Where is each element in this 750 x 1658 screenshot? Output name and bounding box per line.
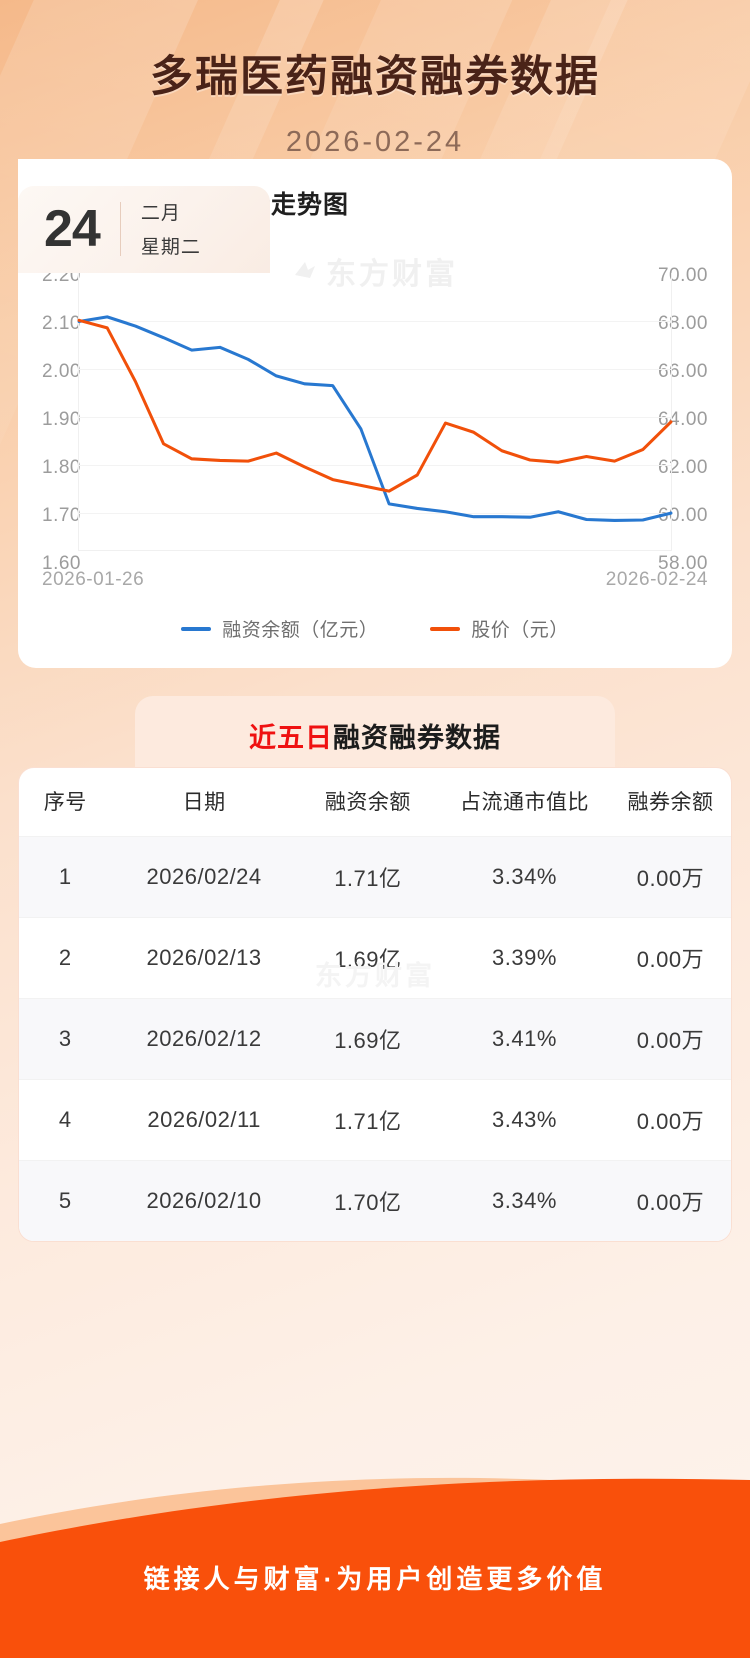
- cell-index: 1: [58, 864, 72, 889]
- cell-index: 3: [58, 1026, 72, 1051]
- cell-date: 2026/02/11: [147, 1107, 261, 1132]
- cell-market-cap-ratio: 3.41%: [492, 1026, 557, 1051]
- cell-date: 2026/02/12: [146, 1026, 262, 1051]
- column-header-financing-balance: 融资余额: [324, 791, 411, 814]
- date-month: 二月: [140, 203, 181, 224]
- cell-financing-balance: 1.71亿: [334, 1109, 402, 1134]
- x-axis-start-label: 2026-01-26: [42, 569, 145, 590]
- page-footer: 链接人与财富·为用户创造更多价值: [0, 1450, 750, 1658]
- y-axis-left-tick: 1.80: [42, 457, 81, 478]
- table-row: 3 2026/02/12 1.69亿 3.41% 0.00万: [19, 998, 731, 1080]
- cell-market-cap-ratio: 3.34%: [492, 1188, 557, 1213]
- cell-index: 4: [58, 1107, 72, 1132]
- column-header-market-cap-ratio: 占流通市值比: [459, 791, 589, 814]
- cell-financing-balance: 1.71亿: [334, 866, 402, 891]
- y-axis-left-tick: 2.00: [42, 361, 81, 382]
- y-axis-right-tick: 68.00: [657, 313, 708, 334]
- y-axis-right-tick: 58.00: [657, 553, 708, 574]
- cell-securities-balance: 0.00万: [636, 1109, 705, 1134]
- y-axis-left-tick: 2.10: [42, 313, 81, 334]
- date-weekday: 星期二: [140, 237, 201, 258]
- cell-market-cap-ratio: 3.34%: [492, 864, 557, 889]
- y-axis-left-tick: 1.90: [42, 409, 81, 430]
- series-line-price: [77, 318, 673, 493]
- table-row: 4 2026/02/11 1.71亿 3.43% 0.00万: [19, 1079, 731, 1161]
- table-row: 2 2026/02/13 1.69亿 3.39% 0.00万: [19, 917, 731, 999]
- x-axis-end-label: 2026-02-24: [605, 569, 708, 590]
- cell-date: 2026/02/10: [146, 1188, 262, 1213]
- legend-swatch-financing: [181, 626, 212, 631]
- table-card: 东方财富 序号 日期 融资余额 占流通市值比 融券余额 1 2026/02/24…: [18, 767, 732, 1242]
- y-axis-right-tick: 60.00: [657, 505, 708, 526]
- y-axis-right-tick: 62.00: [657, 457, 708, 478]
- cell-securities-balance: 0.00万: [636, 947, 705, 972]
- footer-slogan: 链接人与财富·为用户创造更多价值: [143, 1564, 607, 1594]
- legend-label-price: 股价（元）: [471, 620, 569, 641]
- page-date: 2026-02-24: [285, 126, 465, 158]
- y-axis-right-tick: 64.00: [657, 409, 708, 430]
- table-row: 1 2026/02/24 1.71亿 3.34% 0.00万: [19, 836, 731, 918]
- table-section: 近五日融资融券数据 东方财富 序号 日期 融资余额 占流通市值比 融券余额 1 …: [18, 696, 732, 1242]
- footer-wave: [0, 1477, 750, 1658]
- table-header-row: 序号 日期 融资余额 占流通市值比 融券余额: [19, 768, 731, 837]
- cell-financing-balance: 1.69亿: [334, 947, 402, 972]
- cell-financing-balance: 1.70亿: [334, 1190, 402, 1215]
- date-divider: [119, 201, 121, 256]
- cell-market-cap-ratio: 3.39%: [492, 945, 557, 970]
- chart-plot-area: 东方财富 2.20 2.10 2.00 1.90 1.80 1.70 1.60 …: [40, 243, 710, 613]
- column-header-index: 序号: [43, 791, 87, 814]
- page-title: 多瑞医药融资融券数据: [150, 53, 600, 101]
- table-title: 近五日融资融券数据: [135, 696, 615, 781]
- series-line-financing: [77, 315, 673, 523]
- y-axis-left-tick: 1.60: [42, 553, 81, 574]
- cell-securities-balance: 0.00万: [636, 1190, 705, 1215]
- table-title-highlight: 近五日: [249, 723, 333, 753]
- cell-date: 2026/02/24: [146, 864, 262, 889]
- chart-legend: 融资余额（亿元） 股价（元）: [18, 615, 732, 658]
- cell-securities-balance: 0.00万: [636, 866, 705, 891]
- cell-securities-balance: 0.00万: [636, 1028, 705, 1053]
- date-tab: 24 二月 星期二: [18, 186, 270, 273]
- date-day: 24: [44, 199, 101, 258]
- table-title-rest: 融资融券数据: [333, 723, 501, 753]
- chart-lines: [77, 315, 673, 523]
- y-axis-right-tick: 66.00: [657, 361, 708, 382]
- chart-watermark: 东方财富: [292, 249, 458, 293]
- column-header-securities-balance: 融券余额: [627, 791, 714, 814]
- chart-canvas: [77, 273, 673, 551]
- margin-trading-table: 序号 日期 融资余额 占流通市值比 融券余额 1 2026/02/24 1.71…: [19, 768, 731, 1241]
- y-axis-left-tick: 1.70: [42, 505, 81, 526]
- cell-financing-balance: 1.69亿: [334, 1028, 402, 1053]
- cell-index: 2: [58, 945, 72, 970]
- legend-swatch-price: [430, 626, 461, 631]
- legend-item-price[interactable]: 股价（元）: [430, 615, 569, 642]
- cell-date: 2026/02/13: [146, 945, 262, 970]
- legend-item-financing[interactable]: 融资余额（亿元）: [181, 615, 378, 642]
- y-axis-right-tick: 70.00: [657, 265, 708, 286]
- legend-label-financing: 融资余额（亿元）: [222, 620, 379, 641]
- cell-index: 5: [58, 1188, 72, 1213]
- column-header-date: 日期: [182, 791, 226, 814]
- cell-market-cap-ratio: 3.43%: [492, 1107, 557, 1132]
- table-row: 5 2026/02/10 1.70亿 3.34% 0.00万: [19, 1160, 731, 1241]
- page-header: 多瑞医药融资融券数据 2026-02-24: [0, 0, 750, 159]
